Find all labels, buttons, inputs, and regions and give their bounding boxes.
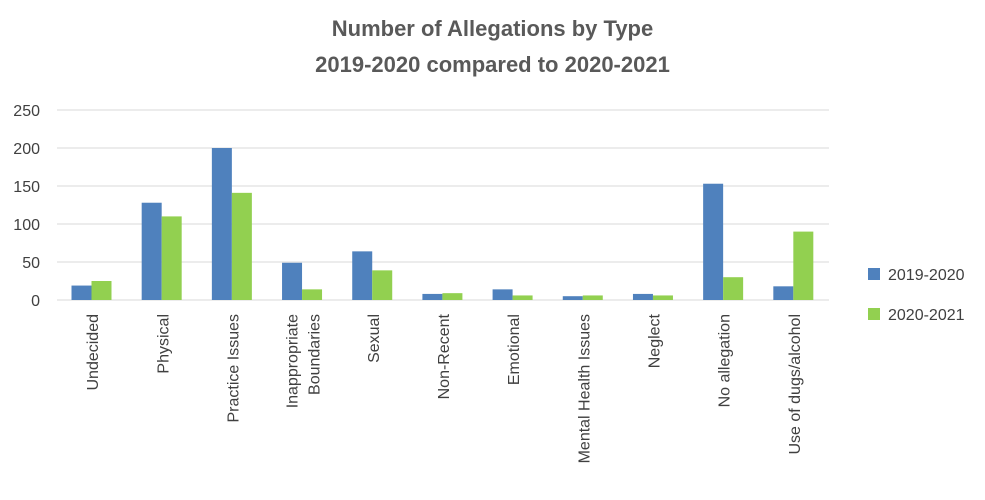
- bar-2019-2020-6: [492, 289, 513, 300]
- x-tick-label: Mental Health Issues: [576, 314, 593, 463]
- bar-2019-2020-7: [562, 296, 583, 300]
- bar-2019-2020-5: [422, 293, 443, 300]
- bar-2020-2021-3: [302, 289, 323, 300]
- bar-2020-2021-4: [372, 270, 393, 300]
- bar-2019-2020-3: [282, 262, 303, 300]
- x-tick-label: Sexual: [366, 314, 383, 363]
- x-tick-label: Undecided: [85, 314, 102, 391]
- x-tick-label: Neglect: [647, 313, 664, 368]
- legend-label: 2020-2021: [888, 307, 965, 324]
- y-tick-label: 150: [13, 179, 40, 196]
- bar-2019-2020-9: [703, 183, 724, 300]
- x-tick-label: No allegation: [717, 314, 734, 407]
- y-tick-label: 50: [22, 255, 40, 272]
- y-tick-label: 0: [31, 293, 40, 310]
- bar-2019-2020-10: [773, 286, 794, 300]
- x-tick-label: Emotional: [506, 314, 523, 385]
- x-tick-label: Non-Recent: [436, 313, 453, 399]
- bar-2020-2021-0: [91, 281, 112, 300]
- bar-2019-2020-4: [352, 251, 373, 300]
- bar-2019-2020-2: [211, 148, 232, 300]
- bar-2020-2021-2: [231, 192, 252, 300]
- legend-label: 2019-2020: [888, 267, 965, 284]
- y-tick-label: 250: [13, 103, 40, 120]
- chart-subtitle: 2019-2020 compared to 2020-2021: [315, 52, 670, 77]
- bar-2020-2021-7: [582, 295, 603, 300]
- bar-2020-2021-8: [652, 295, 673, 300]
- x-tick-label: Practice Issues: [225, 314, 242, 422]
- bar-2019-2020-0: [71, 285, 92, 300]
- bar-2019-2020-1: [141, 202, 162, 300]
- bar-2020-2021-6: [512, 295, 533, 300]
- legend-swatch: [868, 268, 880, 280]
- x-tick-label: Boundaries: [307, 314, 324, 395]
- bar-2020-2021-5: [442, 293, 463, 300]
- x-tick-label: Inappropriate: [285, 314, 302, 408]
- y-tick-label: 100: [13, 217, 40, 234]
- bar-2020-2021-9: [723, 277, 744, 300]
- chart-title: Number of Allegations by Type: [331, 16, 654, 41]
- legend-swatch: [868, 308, 880, 320]
- bar-2020-2021-1: [161, 216, 182, 300]
- x-tick-label: Physical: [155, 314, 172, 374]
- x-tick-label: Use of dugs/alcohol: [787, 314, 804, 455]
- bar-2019-2020-8: [632, 293, 653, 300]
- y-tick-label: 200: [13, 141, 40, 158]
- bar-2020-2021-10: [793, 231, 814, 300]
